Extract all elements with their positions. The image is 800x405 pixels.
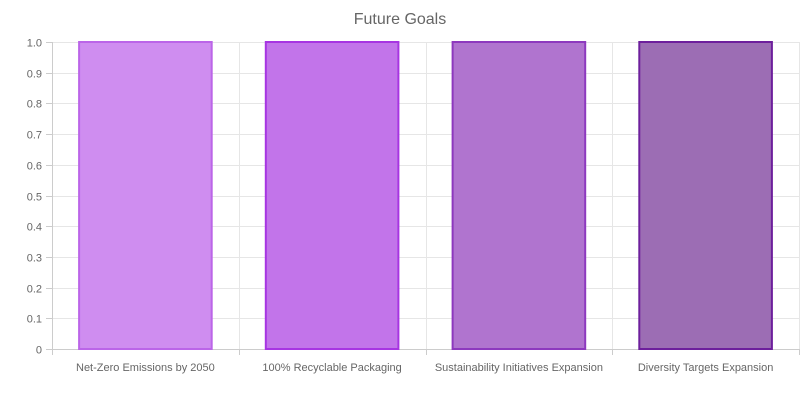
bar bbox=[451, 41, 587, 350]
y-tick-label: 0.1 bbox=[27, 314, 42, 326]
x-tick-label: 100% Recyclable Packaging bbox=[262, 362, 401, 374]
x-tick-label: Sustainability Initiatives Expansion bbox=[435, 362, 603, 374]
bar bbox=[264, 41, 400, 350]
y-tick-label: 0.4 bbox=[27, 222, 42, 234]
x-tick-label: Diversity Targets Expansion bbox=[638, 362, 774, 374]
y-tick-label: 0.7 bbox=[27, 130, 42, 142]
bar bbox=[638, 41, 773, 350]
x-tick-label: Net-Zero Emissions by 2050 bbox=[76, 362, 215, 374]
bar-layer bbox=[78, 41, 773, 350]
y-tick-label: 0 bbox=[36, 345, 42, 357]
y-tick-label: 1.0 bbox=[27, 38, 42, 50]
y-tick-label: 0.2 bbox=[27, 284, 42, 296]
y-tick-label: 0.3 bbox=[27, 253, 42, 265]
chart-title: Future Goals bbox=[354, 11, 446, 28]
label-layer: 0 0.1 0.2 0.3 0.4 0.5 0.6 0.7 0.8 0.9 1.0 Net-Zero … bbox=[27, 38, 774, 375]
bar bbox=[78, 41, 213, 350]
y-tick-label: 0.6 bbox=[27, 161, 42, 173]
y-tick-label: 0.5 bbox=[27, 192, 42, 204]
y-tick-label: 0.8 bbox=[27, 99, 42, 111]
y-tick-label: 0.9 bbox=[27, 69, 42, 81]
